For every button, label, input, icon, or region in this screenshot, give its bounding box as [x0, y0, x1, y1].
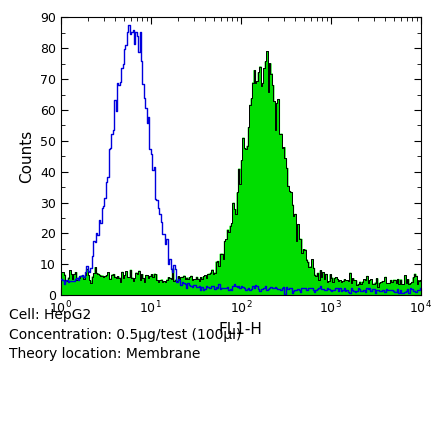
Y-axis label: Counts: Counts: [20, 130, 34, 183]
X-axis label: FL1-H: FL1-H: [219, 322, 263, 337]
Text: Cell: HepG2
Concentration: 0.5μg/test (100μl)
Theory location: Membrane: Cell: HepG2 Concentration: 0.5μg/test (1…: [9, 308, 241, 361]
